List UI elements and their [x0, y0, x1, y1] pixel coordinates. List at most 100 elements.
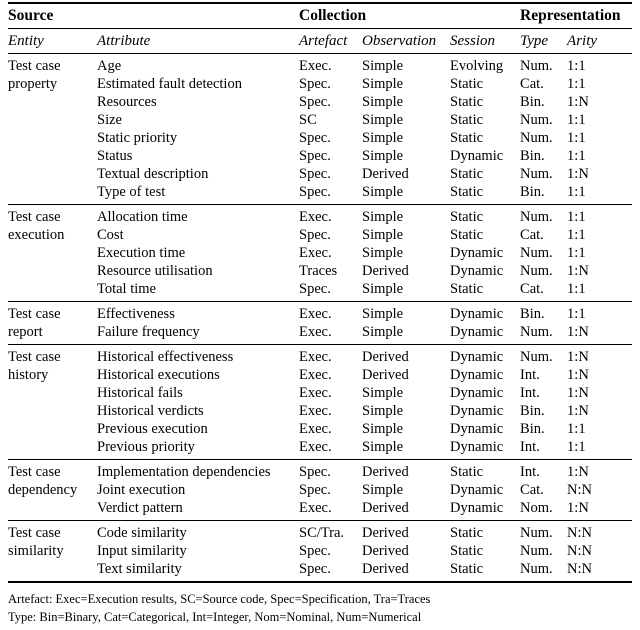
column-header-arity: Arity [567, 32, 598, 49]
entity-cell [8, 165, 97, 183]
session-cell: Static [450, 130, 484, 146]
artefact-cell: Spec. [299, 281, 331, 297]
observation-cell: Simple [362, 209, 404, 225]
attribute-cell: Verdict pattern [97, 500, 183, 516]
type-cell: Num. [520, 166, 553, 182]
artefact-cell: Spec. [299, 76, 331, 92]
session-cell: Static [450, 227, 484, 243]
observation-cell: Derived [362, 543, 409, 559]
arity-cell: 1:N [567, 166, 589, 182]
table-head: Source Collection Representation Entity … [8, 3, 633, 54]
attribute-cell: Historical fails [97, 385, 183, 401]
entity-cell [8, 280, 97, 302]
artefact-cell: Exec. [299, 306, 332, 322]
type-cell: Num. [520, 525, 553, 541]
table-row: Type of test Spec. Simple Static Bin. 1:1 [8, 183, 632, 205]
attribute-cell: Input similarity [97, 543, 187, 559]
session-cell: Static [450, 76, 484, 92]
session-cell: Static [450, 525, 484, 541]
column-header-observation: Observation [362, 32, 437, 49]
column-header-artefact: Artefact [299, 32, 348, 49]
entity-cell [8, 147, 97, 165]
arity-cell: 1:N [567, 349, 589, 365]
table-row: Resource utilisation Traces Derived Dynamic… [8, 262, 632, 280]
artefact-cell: Spec. [299, 148, 331, 164]
arity-cell: N:N [567, 525, 593, 541]
arity-cell: 1:1 [567, 209, 586, 225]
type-cell: Cat. [520, 76, 544, 92]
session-cell: Static [450, 464, 484, 480]
artefact-cell: Spec. [299, 561, 331, 577]
artefact-cell: Spec. [299, 482, 331, 498]
table-row: Test case Historical effectiveness Exec. De… [8, 345, 632, 367]
arity-cell: N:N [567, 482, 593, 498]
observation-cell: Derived [362, 349, 409, 365]
artefact-cell: Exec. [299, 403, 332, 419]
arity-cell: 1:N [567, 464, 589, 480]
artefact-cell: Spec. [299, 543, 331, 559]
artefact-cell: SC/Tra. [299, 525, 345, 541]
attribute-cell: Textual description [97, 166, 209, 182]
session-cell: Dynamic [450, 482, 504, 498]
table-row: property Estimated fault detection Spec. Si… [8, 75, 632, 93]
arity-cell: 1:N [567, 500, 589, 516]
observation-cell: Simple [362, 439, 404, 455]
type-cell: Num. [520, 324, 553, 340]
attribute-cell: Execution time [97, 245, 186, 261]
arity-cell: 1:1 [567, 130, 586, 146]
group-header-source: Source [8, 7, 54, 24]
arity-cell: 1:N [567, 324, 589, 340]
table-section: Test case Allocation time Exec. Simple Stati… [8, 205, 633, 302]
attribute-cell: Age [97, 58, 122, 74]
session-cell: Static [450, 166, 484, 182]
type-cell: Cat. [520, 482, 544, 498]
observation-cell: Simple [362, 227, 404, 243]
artefact-cell: Exec. [299, 324, 332, 340]
session-cell: Static [450, 94, 484, 110]
entity-cell: Test case [8, 306, 61, 322]
observation-cell: Simple [362, 130, 404, 146]
footnote-type-legend: Type: Bin=Binary, Cat=Categorical, Int=I… [8, 609, 422, 624]
attribute-cell: Static priority [97, 130, 178, 146]
artefact-cell: Spec. [299, 166, 331, 182]
table-row: Test case Implementation dependencies Spec… [8, 460, 632, 482]
table-row: dependency Joint execution Spec. Simple Dyna… [8, 481, 632, 499]
entity-cell [8, 438, 97, 460]
attribute-cell: Text similarity [97, 561, 182, 577]
entity-cell [8, 129, 97, 147]
entity-cell: Test case [8, 349, 61, 365]
table-row: Previous priority Exec. Simple Dynamic Int. 1… [8, 438, 632, 460]
session-cell: Dynamic [450, 263, 504, 279]
table-row: Execution time Exec. Simple Dynamic Num. 1:1 [8, 244, 632, 262]
type-cell: Int. [520, 385, 540, 401]
attribute-cell: Cost [97, 227, 124, 243]
type-cell: Num. [520, 245, 553, 261]
table-row: Verdict pattern Exec. Derived Dynamic Nom. 1:… [8, 499, 632, 521]
observation-cell: Simple [362, 482, 404, 498]
table-section: Test case Historical effectiveness Exec. De… [8, 345, 633, 460]
type-cell: Num. [520, 349, 553, 365]
session-cell: Static [450, 112, 484, 128]
observation-cell: Simple [362, 403, 404, 419]
session-cell: Static [450, 209, 484, 225]
table-row: Total time Spec. Simple Static Cat. 1:1 [8, 280, 632, 302]
attribute-cell: Historical verdicts [97, 403, 204, 419]
artefact-cell: Exec. [299, 245, 332, 261]
session-cell: Dynamic [450, 403, 504, 419]
type-cell: Bin. [520, 94, 545, 110]
attribute-cell: Historical effectiveness [97, 349, 234, 365]
table-row: Text similarity Spec. Derived Static Num. N:N [8, 560, 632, 582]
group-header-collection: Collection [299, 7, 367, 24]
observation-cell: Derived [362, 367, 409, 383]
artefact-cell: Exec. [299, 500, 332, 516]
attribute-cell: Effectiveness [97, 306, 175, 322]
attribute-cell: Resources [97, 94, 157, 110]
entity-cell: similarity [8, 543, 64, 559]
footnote-artefact-legend: Artefact: Exec=Execution results, SC=Sou… [8, 592, 431, 606]
session-cell: Dynamic [450, 439, 504, 455]
table-row: Historical verdicts Exec. Simple Dynamic Bin… [8, 402, 632, 420]
observation-cell: Derived [362, 263, 409, 279]
arity-cell: 1:1 [567, 148, 586, 164]
session-cell: Static [450, 184, 484, 200]
table-row: execution Cost Spec. Simple Static Cat. 1:1 [8, 226, 632, 244]
